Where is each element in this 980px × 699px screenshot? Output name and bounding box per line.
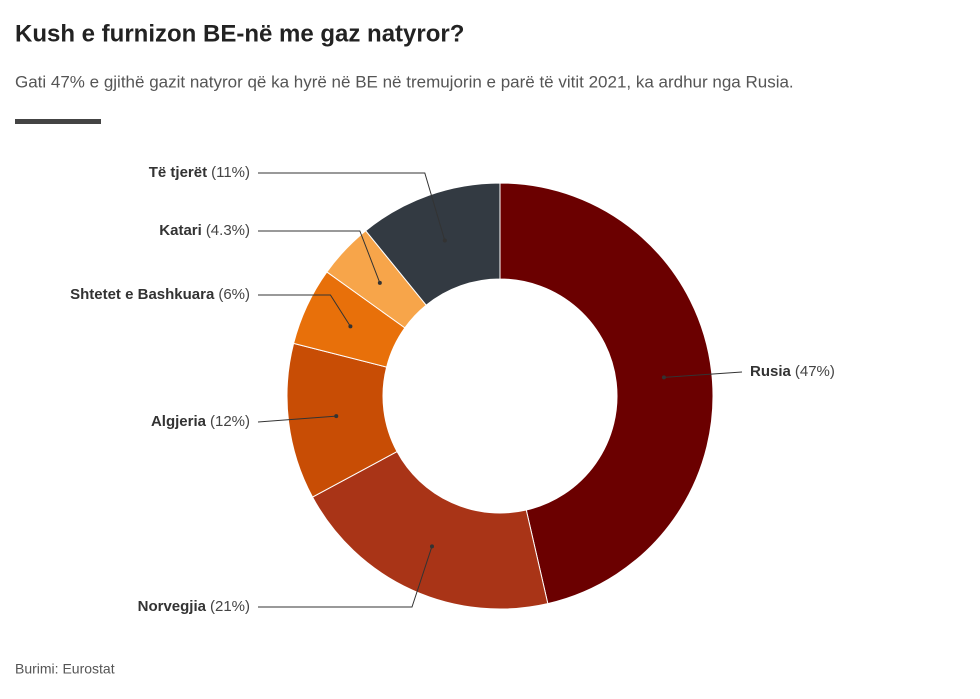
- donut-slice: [311, 450, 549, 610]
- leader-dot: [661, 375, 666, 380]
- value-label: (21%): [210, 598, 250, 615]
- source: Burimi: Eurostat: [15, 661, 115, 677]
- category-name: Të tjerët: [149, 164, 207, 181]
- category-name: Shtetet e Bashkuara: [70, 286, 215, 303]
- value-label: (47%): [795, 363, 835, 380]
- leader-line: [257, 415, 337, 423]
- slice-label: Rusia (47%): [750, 363, 835, 380]
- chart-subtitle: Gati 47% e gjithë gazit natyror që ka hy…: [15, 72, 794, 91]
- donut-slice: [499, 182, 714, 605]
- leader-line: [258, 172, 446, 241]
- donut-slice: [364, 182, 501, 306]
- leader-dot: [377, 280, 382, 285]
- leader-dot: [334, 414, 339, 419]
- slice-label: Shtetet e Bashkuara (6%): [70, 286, 250, 303]
- slice-label: Algjeria (12%): [151, 413, 250, 430]
- value-label: (4.3%): [206, 222, 250, 239]
- category-name: Norvegjia: [138, 598, 207, 615]
- value-label: (6%): [218, 286, 250, 303]
- category-name: Katari: [159, 222, 202, 239]
- chart-title: Kush e furnizon BE-në me gaz natyror?: [15, 20, 464, 47]
- leader-line: [663, 371, 743, 378]
- value-label: (11%): [211, 164, 250, 181]
- category-name: Rusia: [750, 363, 792, 380]
- value-label: (12%): [210, 413, 250, 430]
- slice-label: Të tjerët (11%): [149, 164, 250, 181]
- leader-line: [258, 230, 381, 284]
- title-rule: [15, 119, 101, 124]
- leader-dot: [429, 544, 434, 549]
- leader-line: [258, 546, 433, 608]
- slice-label: Norvegjia (21%): [138, 598, 250, 615]
- category-name: Algjeria: [151, 413, 207, 430]
- leader-dot: [348, 324, 353, 329]
- leader-line: [258, 294, 351, 327]
- slice-label: Katari (4.3%): [159, 222, 250, 239]
- leader-dot: [442, 238, 447, 243]
